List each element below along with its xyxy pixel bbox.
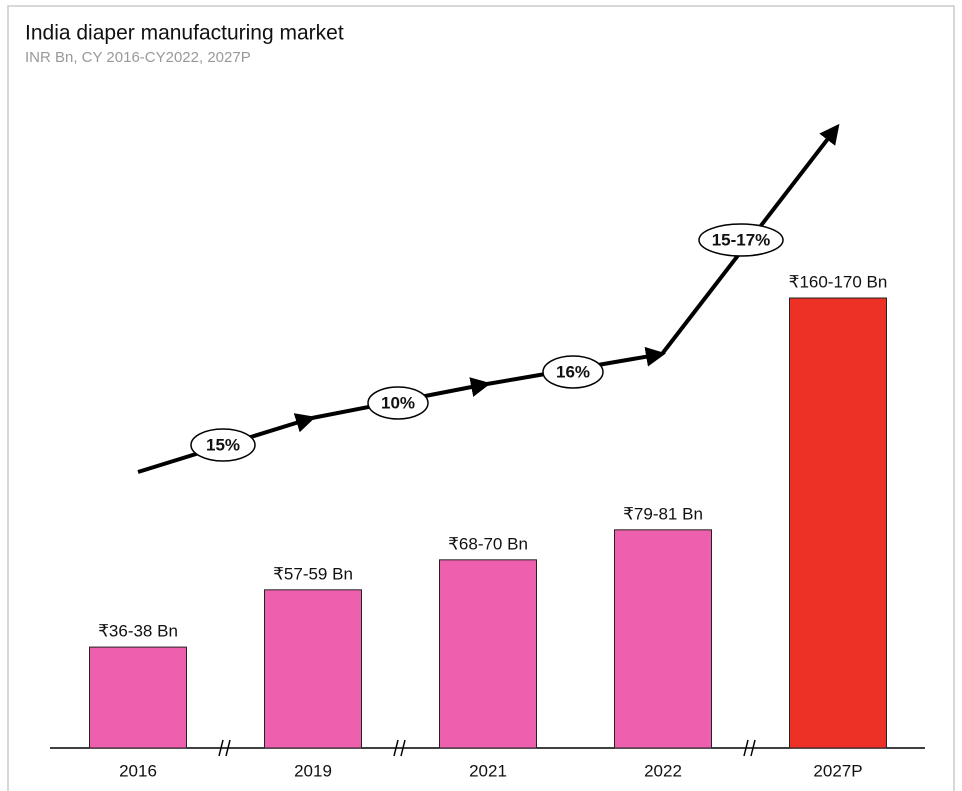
value-label: ₹68-70 Bn [448, 534, 528, 553]
x-tick-label: 2016 [119, 761, 157, 780]
bar [89, 646, 187, 749]
chart-subtitle: INR Bn, CY 2016-CY2022, 2027P [25, 49, 251, 66]
x-tick-label: 2027P [813, 761, 862, 780]
axis-breaks [218, 739, 756, 757]
growth-arrows [137, 123, 840, 474]
value-label: ₹79-81 Bn [623, 504, 703, 523]
x-tick-label: 2022 [644, 761, 682, 780]
growth-label: 16% [556, 362, 590, 381]
value-label: ₹160-170 Bn [789, 272, 888, 291]
value-label: ₹57-59 Bn [273, 564, 353, 583]
growth-label: 15% [206, 435, 240, 454]
chart-title: India diaper manufacturing market [25, 22, 344, 45]
value-label: ₹36-38 Bn [98, 622, 178, 641]
growth-labels: 15% 10% 16% 15-17% [190, 223, 784, 462]
bar [789, 297, 887, 749]
bar [439, 559, 537, 749]
frame [7, 5, 955, 791]
bar [614, 529, 712, 749]
growth-label: 10% [381, 393, 415, 412]
x-tick-label: 2021 [469, 761, 507, 780]
x-tick-label: 2019 [294, 761, 332, 780]
bar [264, 589, 362, 749]
growth-label: 15-17% [712, 230, 771, 249]
